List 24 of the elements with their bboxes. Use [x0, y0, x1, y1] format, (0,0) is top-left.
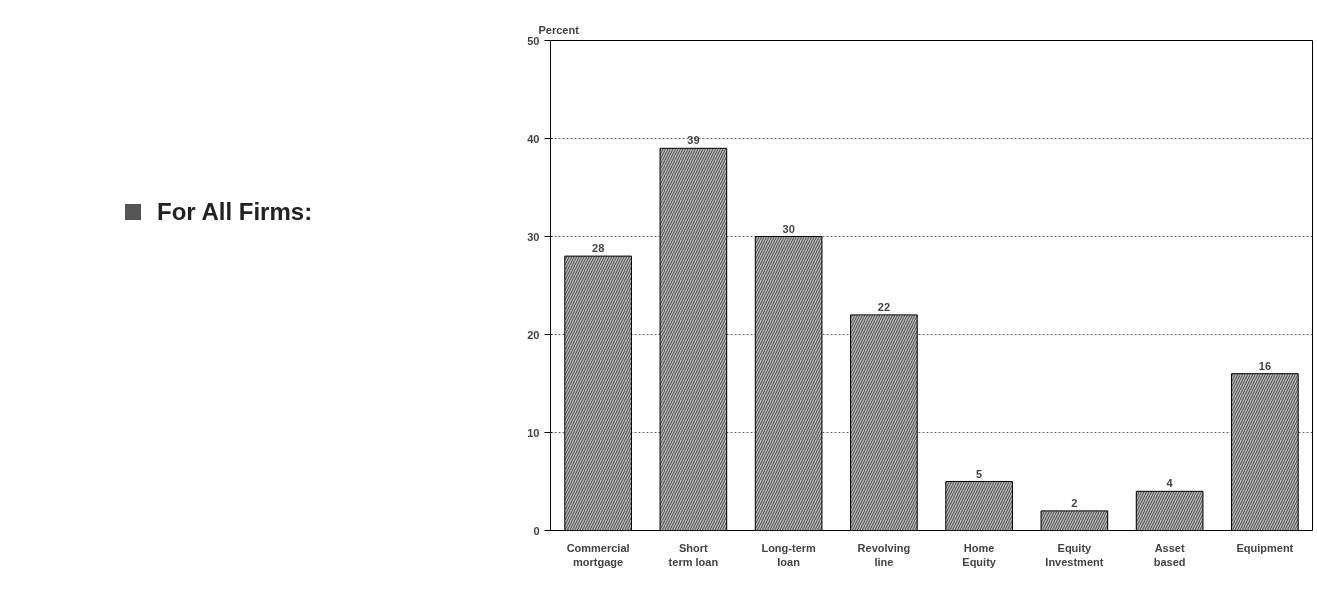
- data-label: 4: [1166, 477, 1174, 490]
- x-tick-label: Equity Investment: [1045, 541, 1104, 568]
- data-label: 16: [1258, 359, 1272, 372]
- x-tick-label: Commercial mortgage: [566, 541, 630, 568]
- data-label: 22: [877, 300, 891, 313]
- y-tick-label: 50: [527, 34, 540, 47]
- text: For All Firms:: [157, 197, 313, 227]
- y-tick-label: 20: [527, 328, 540, 341]
- y-tick-label: 40: [527, 132, 540, 145]
- data-label: 30: [782, 222, 795, 235]
- y-tick-label: 0: [533, 524, 540, 537]
- y-tick-label: 30: [527, 230, 540, 243]
- y-tick-label: 10: [527, 426, 540, 439]
- x-tick-label: Long-term loan: [761, 541, 817, 568]
- data-label: 2: [1071, 496, 1078, 509]
- x-tick-label: Home Equity: [962, 541, 997, 568]
- x-tick-label: Equipment: [1236, 541, 1294, 554]
- x-tick-label: Revolving line: [857, 541, 911, 568]
- x-tick-label: Short term loan: [668, 541, 719, 568]
- data-label: 39: [687, 134, 700, 147]
- data-label: 5: [976, 467, 983, 480]
- y-axis-title: Percent: [538, 23, 580, 36]
- x-tick-label: Asset based: [1153, 541, 1186, 568]
- data-label: 28: [592, 242, 605, 255]
